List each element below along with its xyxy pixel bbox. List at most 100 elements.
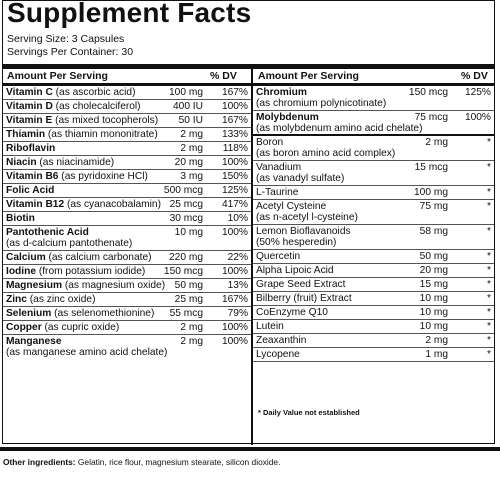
nutrient-amount: 400 IU [172,101,203,112]
nutrient-line: Manganese 2 mg 100% [3,335,251,347]
nutrient-name: Thiamin (as thiamin mononitrate) [6,129,158,140]
nutrient-label: Selenium [6,308,52,319]
nutrient-source: (as ascorbic acid) [52,87,136,98]
nutrient-row: Magnesium (as magnesium oxide) 50 mg 13% [3,279,251,293]
nutrient-line: Lemon Bioflavanoids 58 mg * [253,225,494,237]
nutrient-line: Lutein 10 mg * [253,320,494,332]
nutrient-name: Manganese [6,336,61,347]
nutrient-name: Vitamin B12 (as cyanacobalamin) [6,199,161,210]
nutrient-row: Vitamin D (as cholecalciferol) 400 IU 100% [3,100,251,114]
left-amount-header: Amount Per Serving [7,70,108,82]
nutrient-amount: 150 mcg [163,266,203,277]
nutrient-name: Riboflavin [6,143,55,154]
nutrient-name: Lemon Bioflavanoids [256,226,351,237]
nutrient-line: Calcium (as calcium carbonate) 220 mg 22% [3,251,251,263]
nutrient-row: Vitamin B6 (as pyridoxine HCl) 3 mg 150% [3,170,251,184]
nutrient-name: Lutein [256,321,284,332]
nutrient-label: Vitamin B6 [6,171,59,182]
panel-title: Supplement Facts [7,0,252,28]
nutrient-dv: * [487,187,491,198]
nutrient-amount: 10 mg [419,307,448,318]
nutrient-name: Boron [256,137,283,148]
nutrient-source-line: (as d-calcium pantothenate) [3,237,251,249]
nutrient-line: Bilberry (fruit) Extract 10 mg * [253,292,494,304]
nutrient-name: Magnesium (as magnesium oxide) [6,280,165,291]
nutrient-dv: 100% [464,112,491,123]
nutrient-amount: 75 mg [419,201,448,212]
nutrient-line: Iodine (from potassium iodide) 150 mcg 100… [3,265,251,277]
nutrient-row: L-Taurine 100 mg * [253,186,494,200]
nutrient-dv: * [487,226,491,237]
nutrient-line: Vitamin B6 (as pyridoxine HCl) 3 mg 150% [3,170,251,182]
nutrient-line: CoEnzyme Q10 10 mg * [253,306,494,318]
nutrient-amount: 58 mg [419,226,448,237]
nutrient-source: (as manganese amino acid chelate) [6,347,168,358]
nutrient-line: Thiamin (as thiamin mononitrate) 2 mg 133% [3,128,251,140]
nutrient-name: Zeaxanthin [256,335,306,346]
nutrient-line: Vitamin C (as ascorbic acid) 100 mg 167% [3,86,251,98]
nutrient-name: Folic Acid [6,185,54,196]
nutrient-row: Quercetin 50 mg * [253,250,494,264]
nutrient-row: CoEnzyme Q10 10 mg * [253,306,494,320]
nutrient-label: Lycopene [256,349,300,360]
daily-value-footnote: * Daily Value not established [258,408,360,417]
nutrient-amount: 75 mcg [414,112,448,123]
nutrient-amount: 150 mcg [408,87,448,98]
nutrient-row: Calcium (as calcium carbonate) 220 mg 22% [3,251,251,265]
nutrient-dv: * [487,201,491,212]
nutrient-source-line: (50% hesperedin) [253,236,494,248]
nutrient-dv: 100% [221,157,248,168]
nutrient-row: Vanadium 15 mcg * (as vanadyl sulfate) [253,161,494,186]
nutrient-row: Folic Acid 500 mcg 125% [3,184,251,198]
nutrient-dv: 13% [227,280,248,291]
nutrient-name: Quercetin [256,251,300,262]
nutrient-source-line: (as manganese amino acid chelate) [3,346,251,358]
nutrient-source-line: (as molybdenum amino acid chelate) [253,122,494,134]
nutrient-label: Manganese [6,336,62,347]
nutrient-line: Folic Acid 500 mcg 125% [3,184,251,196]
nutrient-dv: * [487,349,491,360]
nutrient-name: Molybdenum [256,112,319,123]
thick-divider [3,64,494,69]
nutrient-dv: 100% [221,266,248,277]
nutrient-label: L-Taurine [256,187,299,198]
nutrient-row: Lutein 10 mg * [253,320,494,334]
nutrient-line: Copper (as cupric oxide) 2 mg 100% [3,321,251,333]
nutrient-label: Pantothenic Acid [6,227,89,238]
nutrient-source: (as niacinamide) [36,157,115,168]
nutrient-amount: 2 mg [180,129,203,140]
nutrient-dv: 79% [227,308,248,319]
nutrient-amount: 50 mg [174,280,203,291]
nutrient-dv: * [487,162,491,173]
nutrient-source-line: (as vanadyl sulfate) [253,172,494,184]
nutrient-line: Vitamin E (as mixed tocopherols) 50 IU 167… [3,114,251,126]
nutrient-dv: 125% [464,87,491,98]
nutrient-amount: 25 mcg [169,199,203,210]
nutrient-row: Manganese 2 mg 100% (as manganese amino aci… [3,335,251,360]
nutrient-label: Folic Acid [6,185,55,196]
nutrient-source: (as cholecalciferol) [52,101,141,112]
nutrient-dv: * [487,307,491,318]
nutrient-dv: 100% [221,322,248,333]
nutrient-line: Boron 2 mg * [253,136,494,148]
nutrient-amount: 10 mg [419,293,448,304]
nutrient-source: (as cupric oxide) [41,322,120,333]
servings-per-container: Servings Per Container: 30 [7,46,134,58]
nutrient-label: Magnesium [6,280,63,291]
nutrient-name: Niacin (as niacinamide) [6,157,114,168]
nutrient-dv: 167% [221,115,248,126]
nutrient-dv: 100% [221,101,248,112]
nutrient-amount: 100 mg [414,187,448,198]
nutrient-line: Zeaxanthin 2 mg * [253,334,494,346]
nutrient-dv: 125% [221,185,248,196]
nutrient-name: Grape Seed Extract [256,279,345,290]
nutrient-dv: 100% [221,227,248,238]
nutrient-line: Quercetin 50 mg * [253,250,494,262]
column-divider [251,69,253,445]
nutrient-row: Lycopene 1 mg * [253,348,494,362]
nutrient-name: Zinc (as zinc oxide) [6,294,95,305]
nutrient-label: Biotin [6,213,35,224]
nutrient-line: L-Taurine 100 mg * [253,186,494,198]
nutrient-dv: * [487,265,491,276]
right-dv-header: % DV [461,70,488,82]
